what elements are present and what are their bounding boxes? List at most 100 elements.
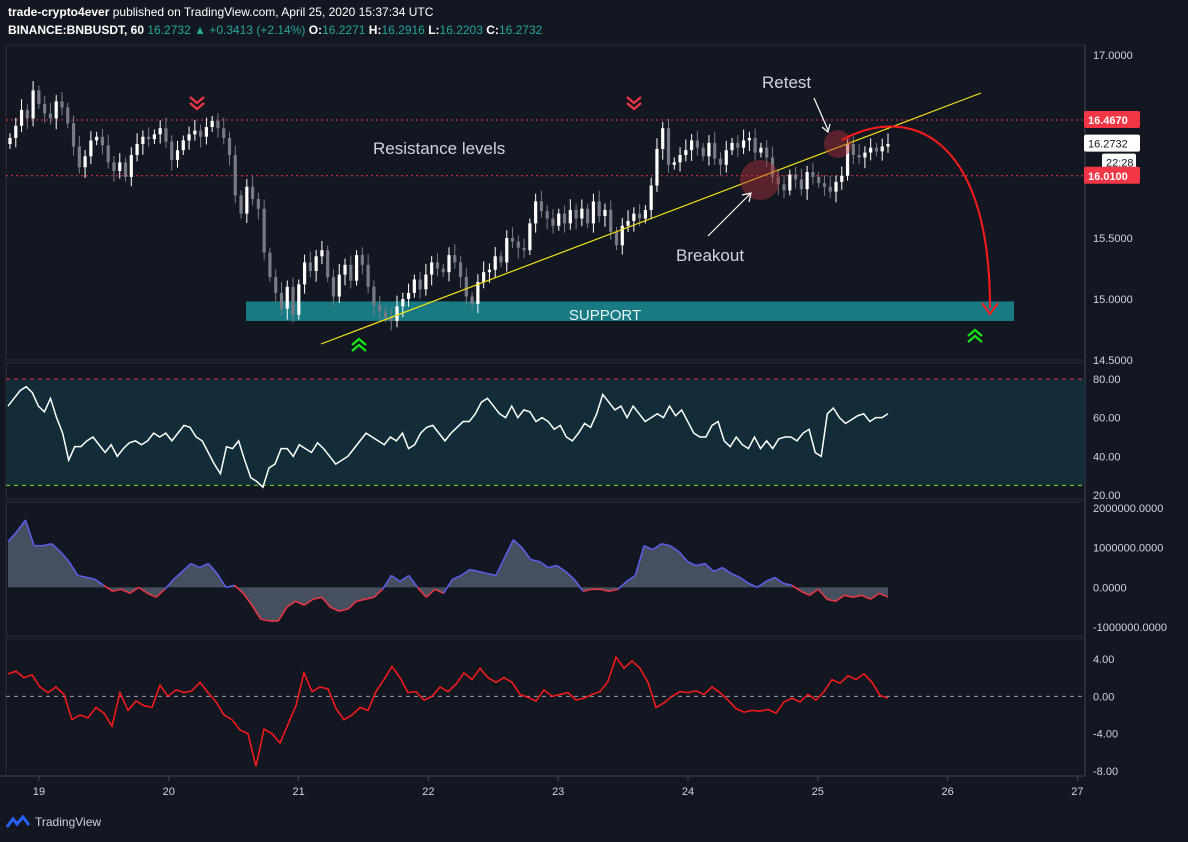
area-line-segment	[77, 574, 87, 579]
candle-body	[71, 123, 76, 147]
area-line-segment	[242, 592, 253, 606]
candle-body	[788, 174, 792, 191]
candle-body	[181, 140, 185, 151]
area-tick: 2000000.0000	[1093, 503, 1163, 515]
candle-body	[591, 201, 596, 224]
price-tag	[1084, 111, 1140, 129]
candle-body	[597, 201, 601, 217]
candle-body	[510, 238, 515, 242]
time-tick: 23	[552, 786, 564, 798]
candle-body	[441, 268, 445, 273]
area-line-segment	[68, 561, 79, 576]
candle-body	[118, 162, 122, 171]
area-line-segment	[103, 584, 113, 592]
area-line-segment	[94, 578, 105, 586]
candle-body	[19, 109, 24, 126]
candle-body	[239, 195, 243, 214]
candle-body	[574, 209, 578, 219]
time-tick: 25	[812, 786, 824, 798]
candle-body	[251, 186, 255, 199]
price-tag-label: 16.4670	[1088, 115, 1128, 127]
price-tag	[1084, 166, 1140, 184]
candle-body	[701, 147, 705, 157]
candle-body	[528, 223, 532, 251]
tradingview-brand[interactable]: TradingView	[6, 815, 101, 829]
candle-body	[297, 284, 301, 315]
area-line-segment	[687, 560, 697, 567]
candle-body	[753, 137, 757, 153]
candle-body	[360, 255, 364, 265]
candle-body	[158, 128, 162, 135]
publisher-name[interactable]: trade-crypto4ever	[8, 5, 110, 19]
candle-body	[285, 286, 289, 309]
candle-body	[493, 256, 497, 270]
candle-body	[291, 286, 295, 315]
price-tag-label: 16.2732	[1088, 139, 1128, 151]
area-line-segment	[112, 588, 122, 593]
area-line-segment	[600, 588, 610, 593]
candle-body	[147, 136, 151, 140]
area-line-segment	[696, 562, 706, 567]
symbol-name[interactable]: BINANCE:BNBUSDT, 60	[8, 23, 145, 37]
area-tick: 1000000.0000	[1093, 543, 1163, 555]
candle-body	[129, 155, 133, 177]
area-line-segment	[539, 560, 549, 569]
open-value: 16.2271	[322, 23, 366, 37]
area-line-segment	[669, 545, 680, 553]
candle-body	[770, 157, 775, 177]
candle-body	[603, 209, 607, 217]
area-line-segment	[181, 562, 192, 573]
candle-body	[54, 101, 58, 119]
candle-body	[89, 140, 93, 157]
candle-body	[580, 208, 584, 219]
candle-body	[66, 107, 70, 124]
area-line-segment	[234, 584, 244, 594]
area-line-segment	[286, 600, 296, 608]
momentum-tick: 0.00	[1093, 691, 1114, 703]
candle-body	[222, 128, 226, 138]
candle-body	[464, 277, 468, 297]
trendline	[320, 92, 982, 345]
candle-body	[724, 150, 728, 165]
momentum-tick: 4.00	[1093, 654, 1114, 666]
area-line-segment	[338, 608, 348, 612]
area-line-segment	[521, 547, 532, 561]
candle-body	[216, 120, 220, 129]
candle-body	[453, 255, 457, 263]
candle-body	[8, 137, 12, 145]
area-line-segment	[556, 564, 567, 573]
area-line-segment	[138, 586, 148, 594]
sell-signal-icon	[626, 96, 642, 111]
candle-body	[458, 262, 463, 278]
candle-body	[545, 211, 549, 219]
area-line-segment	[609, 588, 619, 593]
low-value: 16.2203	[439, 23, 483, 37]
area-line-segment	[7, 531, 18, 543]
time-axis: 19 20 21 22 23 24 25 26 27	[33, 776, 1084, 798]
price-tick: 15.5000	[1093, 233, 1133, 245]
area-line-segment	[129, 586, 140, 594]
candle-body	[845, 144, 850, 176]
area-line-segment	[373, 588, 384, 598]
candle-body	[672, 162, 676, 165]
last-price: 16.2732	[147, 23, 191, 37]
candle-body	[412, 279, 416, 293]
candle-body	[199, 130, 203, 137]
area-line-segment	[330, 606, 340, 612]
candle-body	[620, 225, 624, 246]
candle-body	[95, 136, 99, 141]
candle-body	[256, 198, 260, 209]
area-line-segment	[783, 582, 793, 587]
candle-body	[799, 179, 803, 190]
price-tag-label: 22:28	[1106, 158, 1134, 170]
candle-body	[811, 172, 815, 177]
candle-body	[401, 299, 405, 307]
retest-label: Retest	[762, 73, 811, 92]
area-line-segment	[748, 582, 758, 589]
time-tick: 24	[682, 786, 694, 798]
price-tag	[1102, 153, 1136, 171]
candle-body	[765, 147, 769, 158]
oscillator-band	[6, 379, 1085, 486]
candle-body	[337, 274, 341, 297]
